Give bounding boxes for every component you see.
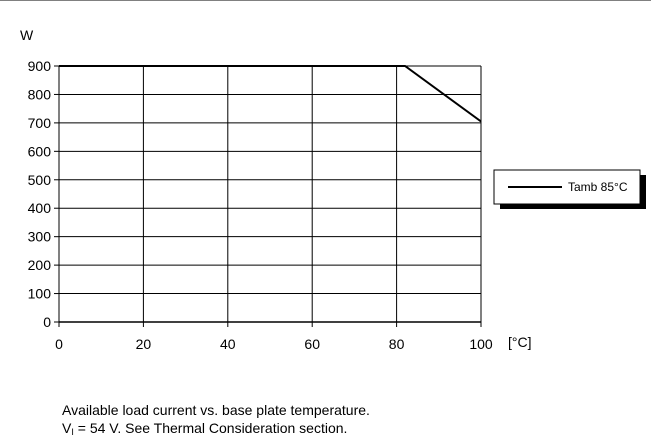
- y-tick-label: 100: [28, 286, 52, 302]
- x-axis-unit: [°C]: [508, 334, 532, 350]
- y-tick-label: 600: [28, 143, 52, 159]
- top-rule: [0, 0, 651, 1]
- y-tick-label: 500: [28, 172, 52, 188]
- caption-voltage-subscript: I: [71, 427, 74, 437]
- y-tick-label: 0: [43, 314, 51, 330]
- legend-label: Tamb 85°C: [568, 180, 628, 194]
- x-tick-label: 40: [220, 336, 236, 352]
- caption-line-2-text: = 54 V. See Thermal Consideration sectio…: [73, 420, 348, 436]
- series-lines: [59, 65, 481, 123]
- axes: [54, 65, 482, 327]
- legend: Tamb 85°C: [493, 169, 646, 209]
- tick-labels: 0 100 200 300 400 500 600 700 800 900 0 20 40 60 80 100: [28, 58, 493, 352]
- caption-line-2: VI = 54 V. See Thermal Consideration sec…: [62, 419, 347, 441]
- caption-voltage-symbol: V: [62, 420, 72, 436]
- y-tick-label: 900: [28, 58, 52, 74]
- y-tick-label: 700: [28, 115, 52, 131]
- x-tick-label: 80: [389, 336, 405, 352]
- y-tick-label: 200: [28, 257, 52, 273]
- y-tick-label: 400: [28, 200, 52, 216]
- y-axis-unit: W: [20, 27, 34, 43]
- caption-line-1: Available load current vs. base plate te…: [62, 402, 370, 418]
- y-tick-label: 300: [28, 229, 52, 245]
- series-line: [59, 65, 481, 123]
- x-tick-label: 60: [304, 336, 320, 352]
- grid-lines: [59, 65, 482, 322]
- x-tick-label: 0: [55, 336, 63, 352]
- x-tick-label: 100: [469, 336, 493, 352]
- x-tick-label: 20: [136, 336, 152, 352]
- y-tick-label: 800: [28, 86, 52, 102]
- line-chart: 0 100 200 300 400 500 600 700 800 900 0 20 40 60 80 100…: [20, 27, 646, 352]
- legend-box: [493, 169, 641, 205]
